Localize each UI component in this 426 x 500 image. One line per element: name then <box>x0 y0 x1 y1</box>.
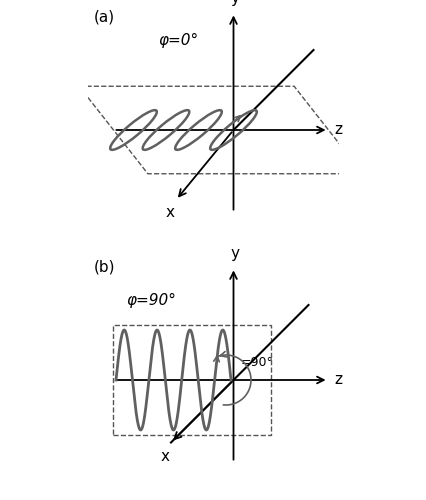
Text: y: y <box>230 246 239 261</box>
Text: =90°: =90° <box>240 356 273 369</box>
Text: (a): (a) <box>93 10 114 25</box>
Text: (b): (b) <box>93 260 115 275</box>
Text: z: z <box>334 372 342 388</box>
Text: x: x <box>160 449 169 464</box>
Text: z: z <box>334 122 342 138</box>
Text: y: y <box>230 0 239 6</box>
Text: φ=90°: φ=90° <box>126 293 176 308</box>
Text: x: x <box>165 205 174 220</box>
Text: φ=0°: φ=0° <box>158 33 198 48</box>
